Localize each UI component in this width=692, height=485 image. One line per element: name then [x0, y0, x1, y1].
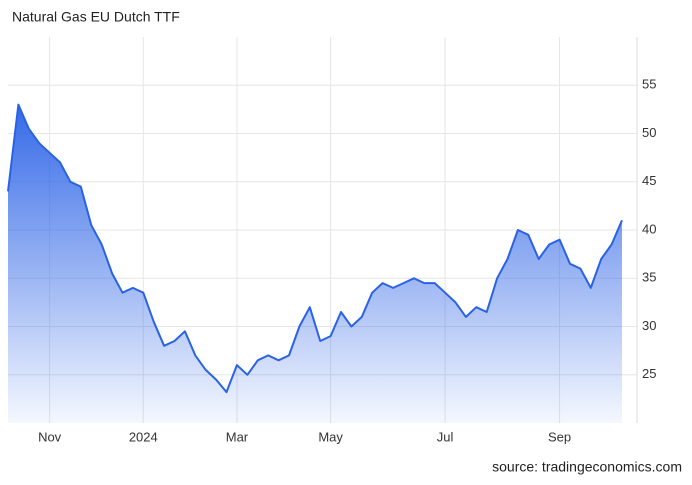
y-tick-label: 25 [642, 366, 656, 381]
x-tick-label: Nov [38, 429, 62, 444]
x-tick-label: Jul [437, 429, 454, 444]
chart-title: Natural Gas EU Dutch TTF [12, 9, 180, 25]
y-tick-label: 40 [642, 221, 656, 236]
line [7, 103, 623, 394]
y-tick-label: 35 [642, 270, 656, 285]
source: source: tradingeconomics.com [492, 459, 682, 475]
x-tick-label: Sep [548, 429, 571, 444]
x-tick-label: 2024 [129, 429, 158, 444]
y-tick-label: 55 [642, 77, 656, 92]
y-tick-label: 45 [642, 173, 656, 188]
x-tick-label: May [318, 429, 343, 444]
area [8, 104, 622, 423]
x-tick-label: Mar [226, 429, 249, 444]
y-tick-label: 50 [642, 125, 656, 140]
y-tick-label: 30 [642, 318, 656, 333]
